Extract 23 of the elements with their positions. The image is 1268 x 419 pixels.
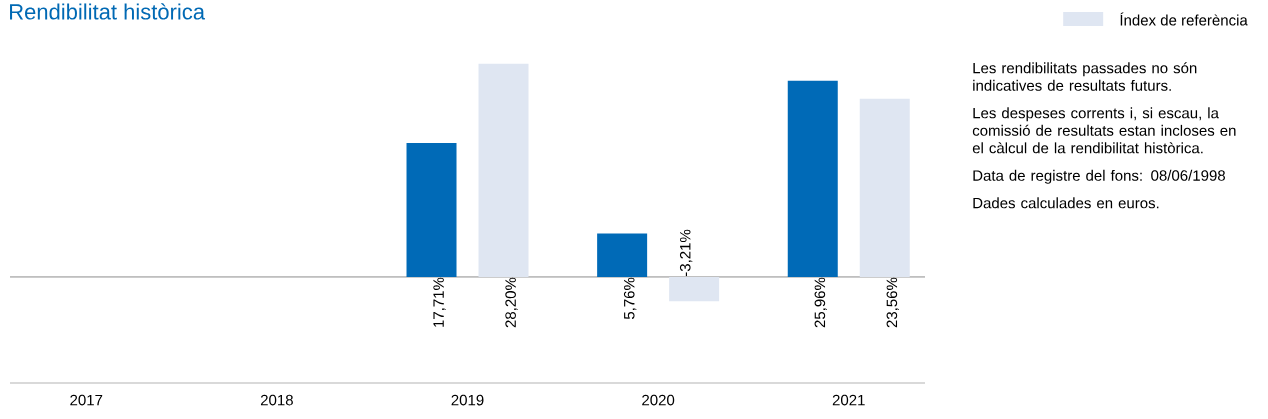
text: Dades calculades en euros. — [973, 197, 1159, 209]
data-label: 5,76% — [623, 277, 637, 320]
chart-title: Rendibilitat històrica — [10, 3, 206, 20]
text: Les despeses corrents i, si escau, la comissió de resultats estan incloses en el càlcul de la rendibilitat històrica. — [972, 107, 1236, 154]
legend-label: Índex de referència — [1120, 12, 1248, 26]
x-tick-label: 2021 — [832, 394, 865, 406]
x-tick-label: 2017 — [70, 394, 103, 406]
data-label: 17,71% — [433, 277, 446, 327]
bar — [669, 276, 720, 302]
data-label: -3,21% — [679, 229, 693, 277]
data-label: 28,20% — [505, 277, 518, 328]
bar — [597, 233, 648, 277]
bar — [787, 80, 838, 277]
data-label: 23,56% — [886, 277, 899, 328]
bar — [478, 63, 529, 277]
x-tick-label: 2019 — [451, 394, 484, 406]
text: Les rendibilitats passades no són indicatives de resultats futurs. — [973, 62, 1197, 91]
x-tick-label: 2020 — [642, 394, 675, 406]
data-label: 25,96% — [814, 277, 827, 328]
bar — [859, 98, 910, 277]
bar — [406, 143, 457, 277]
text: Data de registre del fons: 08/06/1998 — [973, 169, 1225, 184]
x-tick-label: 2018 — [260, 394, 293, 406]
